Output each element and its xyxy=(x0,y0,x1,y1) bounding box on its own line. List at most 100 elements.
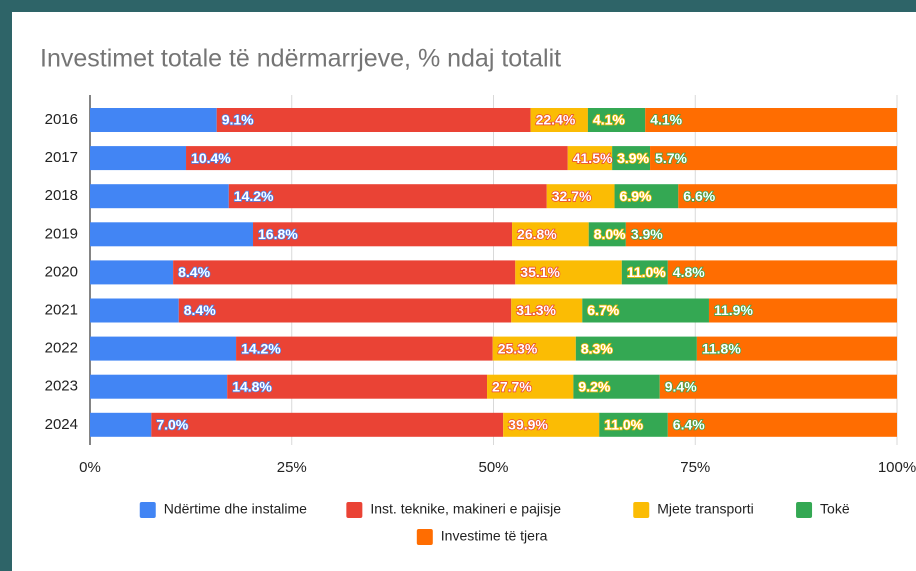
bar-segment xyxy=(614,184,679,209)
bar-segment xyxy=(512,222,589,247)
bar-label: 9.4% xyxy=(665,378,697,394)
legend-swatch xyxy=(346,502,363,518)
bar-segment xyxy=(621,260,668,285)
bar-segment xyxy=(90,108,217,132)
bar-label: 9.2% xyxy=(578,378,610,394)
bar-label: 11.0% xyxy=(627,264,666,280)
bar-segment xyxy=(575,336,697,361)
bar-segment xyxy=(90,374,228,399)
legend-label: Investime të tjera xyxy=(441,528,548,544)
bar-label: 4.1% xyxy=(593,112,625,128)
legend-label: Ndërtime dhe instalime xyxy=(164,501,307,517)
x-tick-label: 50% xyxy=(478,459,508,476)
x-tick-label: 25% xyxy=(277,459,307,476)
bar-segment xyxy=(515,260,622,285)
bar-label: 8.4% xyxy=(178,264,210,280)
bar-label: 4.8% xyxy=(673,264,705,280)
bar-segment xyxy=(228,184,547,209)
bar-label: 7.0% xyxy=(156,417,188,433)
bar-label: 35.1% xyxy=(520,264,560,280)
bar-segment xyxy=(625,222,897,247)
bar-segment xyxy=(487,374,574,399)
bar-label: 39.9% xyxy=(508,417,548,433)
bar-segment xyxy=(678,184,897,209)
bar-segment xyxy=(227,374,488,399)
bar-label: 8.4% xyxy=(184,302,216,318)
bar-segment xyxy=(667,260,897,285)
y-tick-label: 2018 xyxy=(45,187,78,204)
bar-segment xyxy=(530,108,588,132)
bar-segment xyxy=(253,222,513,247)
bar-segment xyxy=(90,298,179,323)
bar-label: 3.9% xyxy=(617,150,649,166)
bar-segment xyxy=(503,412,600,437)
bar-segment xyxy=(90,336,237,361)
bar-label: 6.6% xyxy=(683,188,715,204)
bar-segment xyxy=(178,298,512,323)
bar-label: 4.1% xyxy=(650,112,682,128)
bar-segment xyxy=(90,260,174,285)
bar-segment xyxy=(659,374,897,399)
legend-swatch xyxy=(796,502,813,518)
bar-segment xyxy=(599,412,668,437)
bar-label: 31.3% xyxy=(516,302,556,318)
legend-label: Tokë xyxy=(820,501,850,517)
y-tick-label: 2022 xyxy=(45,340,78,357)
chart-title: Investimet totale të ndërmarrjeve, % nda… xyxy=(40,45,561,73)
y-tick-label: 2024 xyxy=(45,416,78,433)
bar-segment xyxy=(696,336,897,361)
bar-segment xyxy=(567,146,613,171)
bar-label: 6.7% xyxy=(587,302,619,318)
bar-segment xyxy=(573,374,660,399)
y-tick-label: 2017 xyxy=(45,149,78,166)
bar-label: 9.1% xyxy=(222,112,254,128)
legend-swatch xyxy=(633,502,650,518)
bar-label: 3.9% xyxy=(631,226,663,242)
bar-segment xyxy=(708,298,897,323)
x-tick-label: 0% xyxy=(79,459,101,476)
bar-segment xyxy=(173,260,516,285)
bar-label: 6.4% xyxy=(673,417,705,433)
bar-label: 26.8% xyxy=(517,226,557,242)
bar-label: 11.8% xyxy=(702,340,741,356)
bar-label: 14.2% xyxy=(241,340,281,356)
legend-label: Mjete transporti xyxy=(657,501,753,517)
bar-segment xyxy=(90,412,152,437)
bar-segment xyxy=(90,184,229,209)
bar-label: 8.0% xyxy=(594,226,626,242)
bar-segment xyxy=(511,298,583,323)
legend-swatch xyxy=(139,502,156,518)
bar-segment xyxy=(582,298,709,323)
bar-label: 41.5% xyxy=(573,150,613,166)
y-tick-label: 2019 xyxy=(45,225,78,242)
bar-segment xyxy=(587,108,646,132)
bar-label: 14.8% xyxy=(232,378,272,394)
bar-label: 10.4% xyxy=(191,150,231,166)
bar-label: 14.2% xyxy=(234,188,274,204)
bar-label: 11.9% xyxy=(714,302,753,318)
y-tick-label: 2021 xyxy=(45,301,78,318)
bar-label: 5.7% xyxy=(655,150,687,166)
bar-label: 8.3% xyxy=(581,340,613,356)
bar-segment xyxy=(90,146,187,171)
bar-segment xyxy=(216,108,531,132)
x-tick-label: 100% xyxy=(878,459,916,476)
bar-segment xyxy=(588,222,626,247)
y-tick-label: 2023 xyxy=(45,378,78,395)
bar-segment xyxy=(236,336,493,361)
y-tick-label: 2016 xyxy=(45,111,78,128)
bar-label: 6.9% xyxy=(620,188,652,204)
bar-label: 22.4% xyxy=(536,112,576,128)
y-tick-label: 2020 xyxy=(45,263,78,280)
legend-swatch xyxy=(416,529,433,545)
bar-segment xyxy=(650,146,897,171)
bar-segment xyxy=(667,412,897,437)
bar-segment xyxy=(186,146,568,171)
card xyxy=(12,12,916,571)
bar-segment xyxy=(546,184,615,209)
bar-label: 25.3% xyxy=(498,340,538,356)
bar-label: 27.7% xyxy=(492,378,532,394)
bar-segment xyxy=(151,412,504,437)
